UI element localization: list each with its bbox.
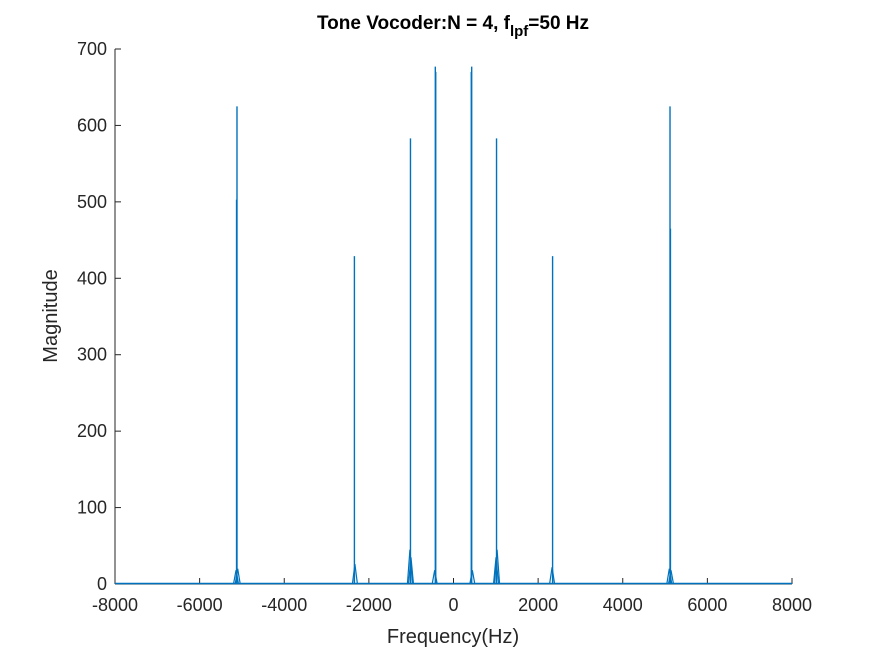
y-ticks: 0 100 200 300 400 500 600 700 [77, 39, 121, 594]
x-tick-label: -6000 [177, 595, 223, 615]
x-tick-label: -2000 [346, 595, 392, 615]
y-axis-label: Magnitude [40, 269, 62, 362]
x-tick-label: -8000 [92, 595, 138, 615]
x-axis-label: Frequency(Hz) [387, 626, 519, 648]
y-tick-label: 600 [77, 115, 107, 135]
x-ticks: -8000 -6000 -4000 -2000 0 2000 4000 6000 8000 [92, 578, 812, 615]
x-tick-label: 2000 [518, 595, 558, 615]
y-tick-label: 700 [77, 39, 107, 59]
y-tick-label: 500 [77, 192, 107, 212]
x-tick-label: 4000 [603, 595, 643, 615]
y-tick-label: 100 [77, 498, 107, 518]
x-tick-label: 8000 [772, 595, 812, 615]
chart-title-suffix: =50 Hz [528, 13, 589, 34]
y-tick-label: 300 [77, 345, 107, 365]
y-tick-label: 0 [97, 574, 107, 594]
chart-title-main: Tone Vocoder:N = 4, f [317, 13, 511, 34]
series-line [115, 66, 792, 585]
chart-title: Tone Vocoder:N = 4, flpf=50 Hz [317, 13, 589, 40]
chart-title-subscript: lpf [510, 23, 529, 40]
x-tick-label: 6000 [687, 595, 727, 615]
y-tick-label: 200 [77, 421, 107, 441]
y-tick-label: 400 [77, 268, 107, 288]
x-tick-label: -4000 [261, 595, 307, 615]
x-tick-label: 0 [448, 595, 458, 615]
